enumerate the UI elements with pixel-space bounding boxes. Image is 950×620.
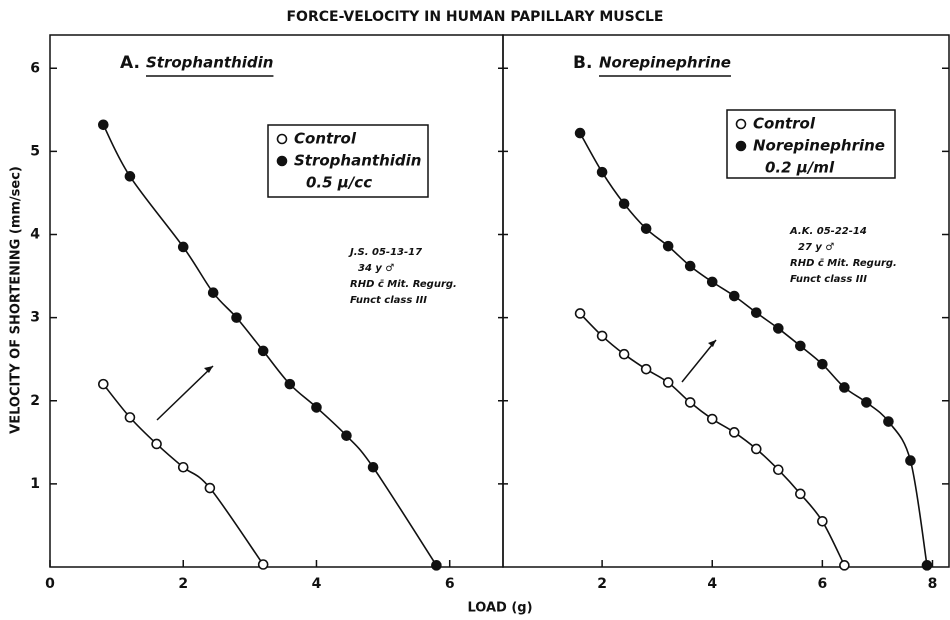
data-point — [817, 358, 828, 370]
curve — [579, 312, 846, 566]
panel-title: Norepinephrine — [599, 54, 731, 72]
data-point — [341, 430, 352, 441]
panel-label: A. — [120, 53, 140, 73]
x-tick-label: 2 — [178, 576, 188, 592]
x-tick-label: 2 — [597, 576, 607, 592]
data-point — [618, 198, 630, 210]
y-tick-label: 6 — [30, 60, 40, 76]
data-point — [177, 461, 189, 473]
data-point — [596, 166, 608, 178]
data-point — [795, 340, 806, 352]
x-tick-label: 8 — [928, 576, 938, 592]
y-tick-label: 4 — [30, 227, 40, 243]
chart-title: FORCE-VELOCITY IN HUMAN PAPILLARY MUSCLE — [286, 9, 663, 25]
annotation: RHD c̄ Mit. Regurg. — [350, 279, 457, 290]
data-point — [773, 323, 784, 334]
legend-label: Norepinephrine — [753, 137, 885, 155]
panel-title: Strophanthidin — [146, 54, 273, 72]
arrow-head — [708, 340, 716, 347]
y-axis-label: VELOCITY OF SHORTENING (mm/sec) — [9, 166, 24, 434]
legend-label: Strophanthidin — [294, 152, 421, 170]
legend-box — [267, 124, 429, 198]
y-tick-label: 5 — [30, 143, 40, 159]
data-point — [257, 559, 269, 570]
legend-marker — [735, 118, 747, 130]
data-point — [750, 307, 762, 318]
data-point — [97, 119, 109, 131]
legend-sublabel: 0.2 µ/ml — [765, 159, 835, 177]
data-point — [921, 560, 933, 571]
data-point — [431, 560, 442, 571]
data-point — [706, 276, 718, 288]
data-point — [574, 308, 586, 319]
data-point — [773, 464, 784, 476]
data-point — [728, 427, 740, 438]
x-axis-label: LOAD (g) — [467, 601, 532, 616]
data-point — [883, 416, 894, 427]
y-tick-label: 3 — [30, 310, 40, 326]
legend-box — [726, 109, 896, 179]
data-point — [257, 345, 269, 357]
data-point — [284, 378, 296, 390]
data-point — [750, 443, 762, 455]
legend-marker — [276, 133, 288, 145]
annotation: 27 y ♂ — [798, 242, 834, 253]
x-tick-label: 6 — [445, 576, 455, 592]
legend-marker — [735, 140, 747, 152]
annotation: 34 y ♂ — [358, 263, 394, 274]
panel-frame — [49, 34, 504, 568]
legend-marker — [276, 155, 288, 167]
data-point — [640, 223, 652, 234]
y-tick-label: 2 — [30, 393, 40, 409]
data-point — [662, 377, 674, 388]
x-tick-label: 6 — [817, 576, 827, 592]
legend-label: Control — [753, 115, 816, 133]
data-point — [817, 515, 828, 527]
data-point — [861, 397, 872, 408]
annotation: A.K. 05-22-14 — [789, 226, 867, 237]
data-point — [367, 461, 379, 473]
data-point — [706, 413, 718, 425]
data-point — [231, 312, 242, 323]
panel-frame — [502, 34, 950, 568]
annotation: J.S. 05-13-17 — [348, 247, 422, 258]
data-point — [207, 287, 219, 298]
data-point — [177, 241, 189, 253]
x-tick-label: 4 — [707, 576, 717, 592]
data-point — [618, 348, 630, 360]
arrow-head — [204, 366, 213, 373]
y-tick-label: 1 — [30, 476, 40, 492]
arrow — [681, 339, 717, 383]
data-point — [124, 412, 136, 423]
arrow — [156, 365, 214, 421]
data-point — [684, 397, 696, 408]
data-point — [124, 171, 136, 182]
data-point — [684, 260, 696, 272]
annotation: Funct class III — [350, 295, 427, 306]
panel-label: B. — [573, 53, 592, 73]
curve — [102, 383, 264, 565]
data-point — [311, 402, 322, 413]
x-tick-label: 4 — [312, 576, 322, 592]
data-point — [596, 330, 608, 342]
curve — [579, 132, 928, 566]
annotation: RHD c̄ Mit. Regurg. — [790, 258, 897, 269]
annotation: Funct class III — [790, 274, 867, 285]
data-point — [905, 455, 916, 466]
data-point — [97, 378, 109, 390]
legend-sublabel: 0.5 µ/cc — [306, 174, 372, 192]
data-point — [839, 382, 850, 393]
data-point — [574, 127, 586, 139]
legend-label: Control — [294, 130, 357, 148]
data-point — [662, 240, 674, 252]
data-point — [151, 438, 162, 450]
data-point — [795, 488, 806, 500]
data-point — [728, 290, 740, 302]
data-point — [204, 482, 216, 494]
data-point — [640, 363, 652, 375]
x-tick-label: 0 — [45, 576, 55, 592]
data-point — [839, 560, 850, 571]
